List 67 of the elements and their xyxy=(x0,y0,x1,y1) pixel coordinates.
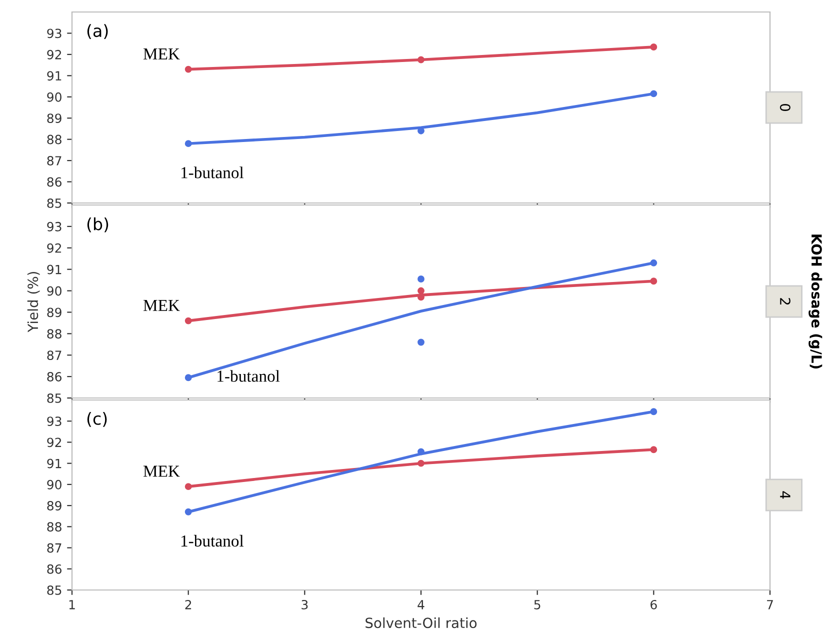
y-tick-label: 91 xyxy=(47,71,62,81)
x-axis-title: Solvent-Oil ratio xyxy=(366,617,477,628)
annotation: (c) xyxy=(87,412,107,427)
y-tick-label: 86 xyxy=(47,177,62,187)
y-tick-label: 87 xyxy=(47,156,62,166)
y-tick-label: 87 xyxy=(47,543,62,553)
y-tick-label: 87 xyxy=(47,350,62,360)
y-tick-label: 91 xyxy=(47,458,62,468)
y-tick-label: 93 xyxy=(47,28,62,38)
y-tick-label: 90 xyxy=(47,286,62,296)
y-tick-label: 89 xyxy=(47,308,62,318)
y-tick-label: 89 xyxy=(47,501,62,510)
point xyxy=(418,448,424,456)
x-tick-label: 4 xyxy=(418,600,424,610)
y-tick-label: 92 xyxy=(47,243,62,253)
point xyxy=(184,317,192,324)
point xyxy=(418,287,424,294)
series-label: 1-butanol xyxy=(218,370,280,382)
x-tick-label: 1 xyxy=(69,600,75,610)
y-tick-label: 90 xyxy=(47,92,62,102)
annotation: (b) xyxy=(87,217,108,232)
y-tick-label: 88 xyxy=(47,329,62,339)
y-tick-label: 93 xyxy=(47,416,62,426)
x-tick-label: 5 xyxy=(534,600,540,610)
y-tick-label: 86 xyxy=(47,564,62,574)
y-tick-label: 85 xyxy=(47,585,62,595)
point xyxy=(184,140,192,148)
y-tick-label: 92 xyxy=(47,438,62,448)
y-tick-label: 93 xyxy=(47,222,62,232)
point xyxy=(650,278,658,285)
series-label: MEK xyxy=(143,48,180,60)
y-tick-label: 85 xyxy=(47,393,62,403)
y-tick-label: 86 xyxy=(47,372,62,382)
y-tick-label: 92 xyxy=(47,50,62,60)
y-axis-title: Yield (%) xyxy=(27,272,40,332)
point xyxy=(418,276,424,282)
point xyxy=(650,44,658,50)
y-tick-label: 89 xyxy=(47,114,62,124)
text: 2 xyxy=(780,298,790,305)
y2-axis-title: KOH dosage (g/L) xyxy=(808,234,822,368)
point xyxy=(650,408,658,416)
x-tick-label: 2 xyxy=(185,600,192,610)
x-tick-label: 3 xyxy=(302,600,308,610)
point xyxy=(418,56,424,64)
point xyxy=(184,374,192,382)
point xyxy=(650,259,658,266)
series-label: 1-butanol xyxy=(181,534,244,547)
point xyxy=(418,460,424,467)
point xyxy=(650,446,658,454)
x-tick-label: 6 xyxy=(650,600,657,610)
text: 0 xyxy=(780,104,790,111)
y-tick-label: 85 xyxy=(47,198,62,208)
series-label: 1-butanol xyxy=(181,166,244,178)
y-tick-label: 91 xyxy=(47,264,62,274)
x-tick-label: 7 xyxy=(767,600,773,610)
point xyxy=(418,338,424,346)
series-label: MEK xyxy=(143,300,180,311)
y-tick-label: 88 xyxy=(47,134,62,144)
annotation: (a) xyxy=(87,24,108,40)
series-label: MEK xyxy=(143,466,180,477)
y-tick-label: 88 xyxy=(47,522,62,532)
point xyxy=(650,90,658,98)
text: 4 xyxy=(780,491,790,499)
point xyxy=(184,508,192,516)
point xyxy=(184,66,192,73)
point xyxy=(184,483,192,490)
y-tick-label: 90 xyxy=(47,480,62,490)
